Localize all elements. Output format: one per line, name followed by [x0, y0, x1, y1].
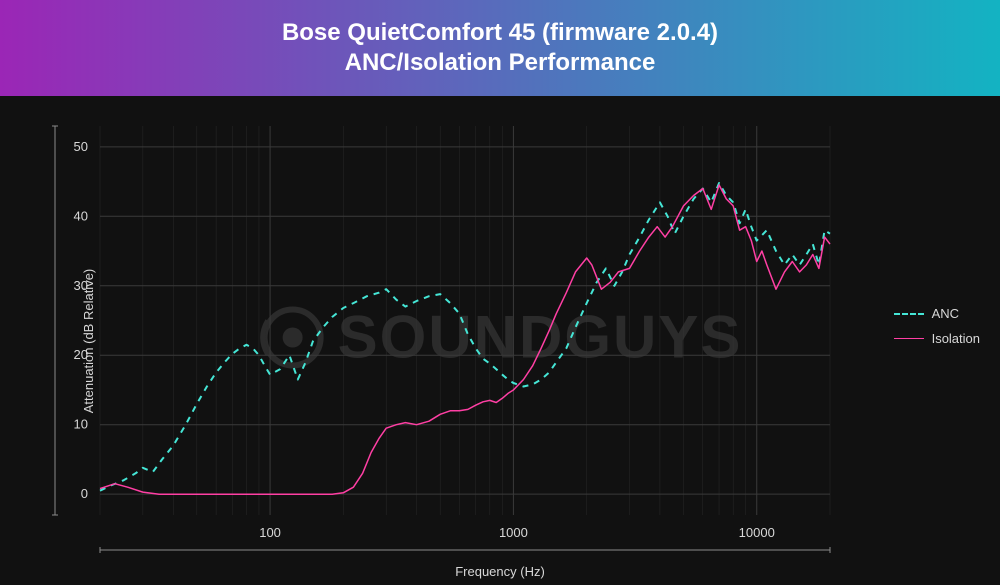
figure-root: Bose QuietComfort 45 (firmware 2.0.4) AN…: [0, 0, 1000, 585]
plot-svg: 01020304050100100010000: [0, 96, 1000, 585]
legend-item: ANC: [894, 306, 980, 321]
title-line-1: Bose QuietComfort 45 (firmware 2.0.4): [282, 19, 718, 46]
y-axis-label: Attenuation (dB Relative): [81, 268, 96, 413]
legend-item: Isolation: [894, 331, 980, 346]
series-isolation: [100, 185, 830, 494]
x-tick-label: 10000: [739, 525, 775, 540]
chart-title: Bose QuietComfort 45 (firmware 2.0.4) AN…: [282, 18, 718, 78]
legend: ANC Isolation: [894, 296, 980, 356]
title-line-2: ANC/Isolation Performance: [345, 49, 656, 76]
y-tick-label: 40: [74, 208, 88, 223]
legend-swatch: [894, 338, 924, 339]
x-axis-label: Frequency (Hz): [455, 564, 545, 579]
y-tick-label: 50: [74, 139, 88, 154]
legend-swatch: [894, 313, 924, 315]
legend-label: ANC: [932, 306, 959, 321]
x-tick-label: 1000: [499, 525, 528, 540]
legend-label: Isolation: [932, 331, 980, 346]
y-tick-label: 0: [81, 486, 88, 501]
chart-area: SOUNDGUYS 01020304050100100010000 Attenu…: [0, 96, 1000, 585]
title-banner: Bose QuietComfort 45 (firmware 2.0.4) AN…: [0, 0, 1000, 96]
series-anc: [100, 183, 830, 491]
y-tick-label: 10: [74, 417, 88, 432]
x-tick-label: 100: [259, 525, 281, 540]
